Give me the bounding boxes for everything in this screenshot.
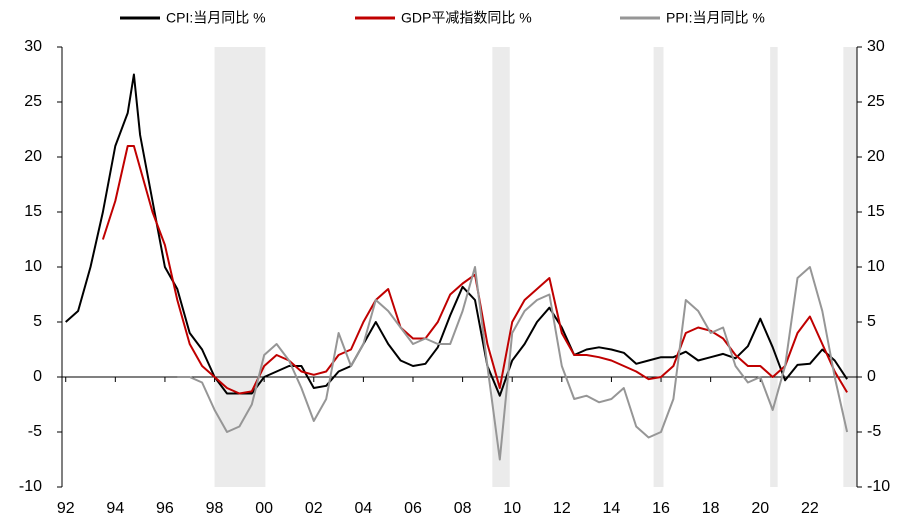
x-tick-label: 02: [305, 500, 323, 517]
y2-tick-label: 5: [867, 313, 876, 330]
y2-tick-label: -5: [867, 423, 881, 440]
legend-label: CPI:当月同比 %: [166, 10, 266, 26]
y-tick-label: 5: [33, 313, 42, 330]
y-tick-label: -5: [28, 423, 42, 440]
y2-tick-label: -10: [867, 478, 890, 495]
y2-tick-label: 30: [867, 38, 885, 55]
x-tick-label: 20: [751, 500, 769, 517]
y2-tick-label: 10: [867, 258, 885, 275]
x-tick-label: 08: [454, 500, 472, 517]
x-tick-label: 92: [57, 500, 75, 517]
legend-label: GDP平减指数同比 %: [401, 10, 532, 26]
series-line: [65, 73, 848, 397]
x-tick-label: 04: [354, 500, 372, 517]
x-tick-label: 14: [603, 500, 621, 517]
y-tick-label: 15: [24, 203, 42, 220]
y2-tick-label: 0: [867, 368, 876, 385]
y-tick-label: -10: [19, 478, 42, 495]
x-tick-label: 96: [156, 500, 174, 517]
y-tick-label: 0: [33, 368, 42, 385]
shaded-period: [653, 47, 664, 487]
x-tick-label: 12: [553, 500, 571, 517]
y2-tick-label: 25: [867, 93, 885, 110]
shaded-period: [214, 47, 266, 487]
x-tick-label: 22: [801, 500, 819, 517]
x-tick-label: 10: [503, 500, 521, 517]
shaded-period: [770, 47, 778, 487]
y2-tick-label: 20: [867, 148, 885, 165]
x-tick-label: 16: [652, 500, 670, 517]
x-tick-label: 18: [702, 500, 720, 517]
y-tick-label: 20: [24, 148, 42, 165]
y-tick-label: 10: [24, 258, 42, 275]
y-tick-label: 25: [24, 93, 42, 110]
x-tick-label: 94: [106, 500, 124, 517]
series-line: [101, 145, 848, 395]
y-tick-label: 30: [24, 38, 42, 55]
x-tick-label: 00: [255, 500, 273, 517]
y2-tick-label: 15: [867, 203, 885, 220]
series-line: [177, 266, 849, 461]
x-tick-label: 98: [206, 500, 224, 517]
legend-label: PPI:当月同比 %: [666, 10, 765, 26]
x-tick-label: 06: [404, 500, 422, 517]
